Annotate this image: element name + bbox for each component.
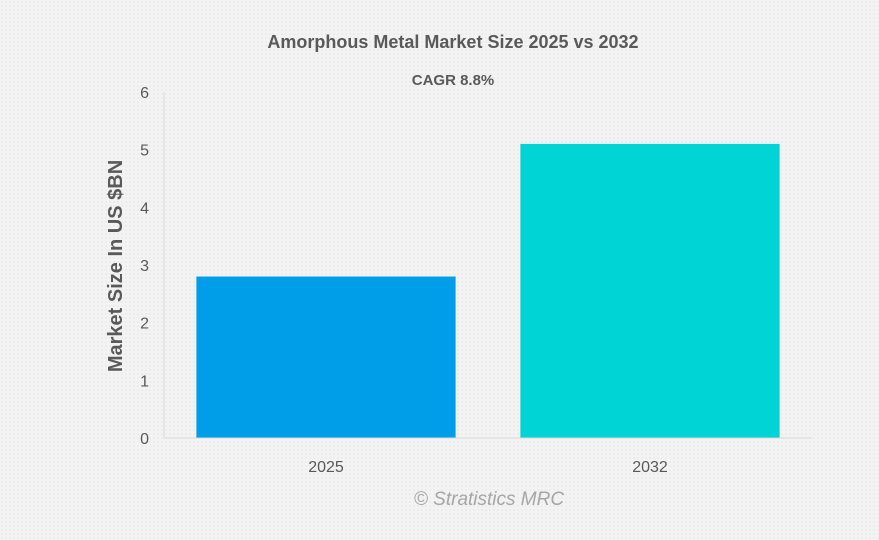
- bars-group: [196, 143, 780, 438]
- chart-subtitle: CAGR 8.8%: [412, 72, 495, 89]
- x-tick-label: 2025: [308, 459, 344, 476]
- x-axis-ticks: 2025 2032: [308, 459, 668, 476]
- y-axis-ticks: 0 1 2 3 4 5 6: [140, 85, 149, 448]
- bar-2032: [520, 143, 780, 438]
- y-tick-label: 2: [140, 316, 149, 333]
- y-tick-label: 1: [140, 373, 149, 390]
- y-tick-label: 6: [140, 85, 149, 102]
- bar-2025: [196, 276, 456, 438]
- y-tick-label: 5: [140, 143, 149, 160]
- x-tick-label: 2032: [632, 459, 668, 476]
- y-tick-label: 3: [140, 258, 149, 275]
- y-tick-label: 4: [140, 200, 149, 217]
- chart-title: Amorphous Metal Market Size 2025 vs 2032: [267, 32, 638, 52]
- watermark: © Stratistics MRC: [414, 489, 564, 510]
- y-axis-title: Market Size In US $BN: [105, 160, 127, 372]
- y-tick-label: 0: [140, 431, 149, 448]
